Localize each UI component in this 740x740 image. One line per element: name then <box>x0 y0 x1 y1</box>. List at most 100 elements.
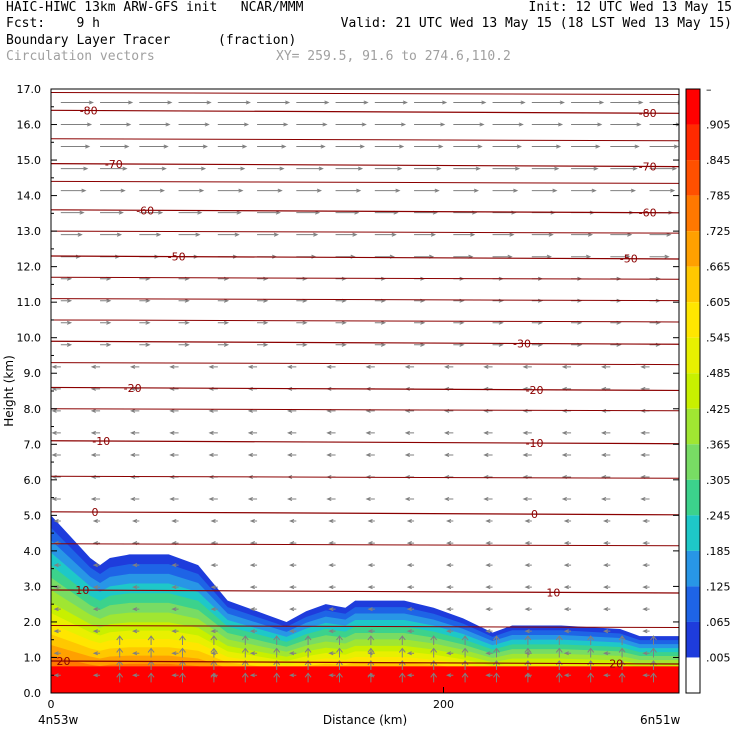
wind-vector <box>178 122 210 127</box>
colorbar-swatch <box>686 160 700 196</box>
temperature-contour <box>51 209 679 214</box>
wind-vector <box>335 188 362 193</box>
colorbar-label: .725 <box>706 225 731 238</box>
wind-vector <box>51 408 61 413</box>
wind-vector <box>642 673 650 678</box>
wind-vector <box>649 188 676 193</box>
wind-vector <box>171 585 179 590</box>
y-tick-label: 1.0 <box>24 651 42 664</box>
wind-vector <box>485 651 493 656</box>
wind-vector <box>335 100 369 105</box>
wind-vector <box>289 629 297 634</box>
wind-vector <box>446 651 454 656</box>
wind-vector <box>116 672 124 683</box>
wind-vector <box>169 496 179 502</box>
wind-vector <box>642 585 650 590</box>
field-name: Boundary Layer Tracer <box>6 33 171 48</box>
y-tick-label: 13.0 <box>17 225 42 238</box>
wind-vector <box>336 635 343 646</box>
temperature-contour-label: -60 <box>639 207 657 220</box>
wind-vector <box>485 673 493 678</box>
wind-vector <box>555 647 563 658</box>
y-axis-title: Height (km) <box>2 355 16 426</box>
wind-vector <box>406 673 415 678</box>
wind-vector <box>640 430 650 435</box>
wind-vector <box>446 607 454 612</box>
wind-vector <box>563 651 572 656</box>
wind-vector <box>587 672 595 683</box>
wind-vector <box>217 166 246 171</box>
wind-vector <box>287 364 297 369</box>
wind-vector <box>304 672 312 683</box>
wind-vector <box>273 647 281 658</box>
wind-vector <box>296 320 308 325</box>
wind-vector <box>51 452 61 457</box>
wind-vector <box>60 100 94 105</box>
wind-vector <box>51 496 61 502</box>
wind-vector <box>563 541 572 546</box>
wind-vector <box>430 672 438 683</box>
wind-vector <box>524 607 532 612</box>
wind-vector <box>601 430 611 435</box>
wind-vector <box>563 629 572 634</box>
wind-vector <box>335 144 365 149</box>
wind-vector <box>461 635 469 646</box>
wind-vector <box>296 144 326 149</box>
temperature-contour <box>51 340 679 345</box>
wind-vector <box>132 651 140 656</box>
wind-vector <box>336 672 343 683</box>
wind-vector <box>210 607 218 612</box>
temperature-contour <box>51 543 679 547</box>
temperature-contour-label: -20 <box>526 384 544 397</box>
wind-vector <box>171 607 179 612</box>
wind-vector <box>100 188 126 193</box>
wind-vector <box>92 519 101 524</box>
wind-vector <box>524 672 532 683</box>
temperature-contour-label: -80 <box>639 107 657 120</box>
wind-vector <box>446 563 454 568</box>
wind-vector <box>60 320 73 325</box>
wind-vector <box>241 647 249 658</box>
temperature-contour-label: 10 <box>75 584 89 597</box>
wind-vector <box>130 364 140 369</box>
wind-vector <box>414 100 448 105</box>
temperature-contour-label: -10 <box>526 437 544 450</box>
wind-vector <box>92 585 101 590</box>
wind-vector <box>649 166 678 171</box>
wind-vector <box>257 100 291 105</box>
wind-vector <box>90 408 101 413</box>
wind-vector <box>453 166 481 171</box>
colorbar-label: .245 <box>706 509 731 522</box>
wind-vector <box>328 607 336 612</box>
wind-vector <box>287 430 297 435</box>
xy-range: XY= 259.5, 91.6 to 274.6,110.2 <box>276 49 511 64</box>
wind-vector <box>169 408 179 413</box>
wind-vector <box>414 342 426 347</box>
temperature-contour <box>51 386 679 392</box>
wind-vector <box>217 188 244 193</box>
wind-vector <box>587 647 595 658</box>
colorbar-label: .365 <box>706 438 731 451</box>
wind-vector <box>642 651 650 656</box>
wind-vector <box>365 496 375 502</box>
wind-vector <box>100 320 112 325</box>
wind-vector <box>640 496 650 502</box>
wind-vector <box>374 188 401 193</box>
wind-vector <box>328 519 336 524</box>
wind-vector <box>563 607 572 612</box>
y-tick-label: 2.0 <box>24 616 42 629</box>
wind-vector <box>139 144 169 149</box>
wind-vector <box>249 651 258 656</box>
wind-vector <box>374 166 403 171</box>
wind-vector <box>414 188 440 193</box>
wind-vector <box>406 607 415 612</box>
wind-vector <box>296 232 319 237</box>
wind-vector <box>210 563 218 568</box>
wind-vector <box>398 635 406 646</box>
colorbar-swatch <box>686 408 700 445</box>
wind-vector <box>485 563 493 568</box>
wind-vector <box>289 651 297 656</box>
wind-vector <box>249 607 258 612</box>
wind-vector <box>365 364 375 369</box>
colorbar-swatch <box>686 195 700 232</box>
